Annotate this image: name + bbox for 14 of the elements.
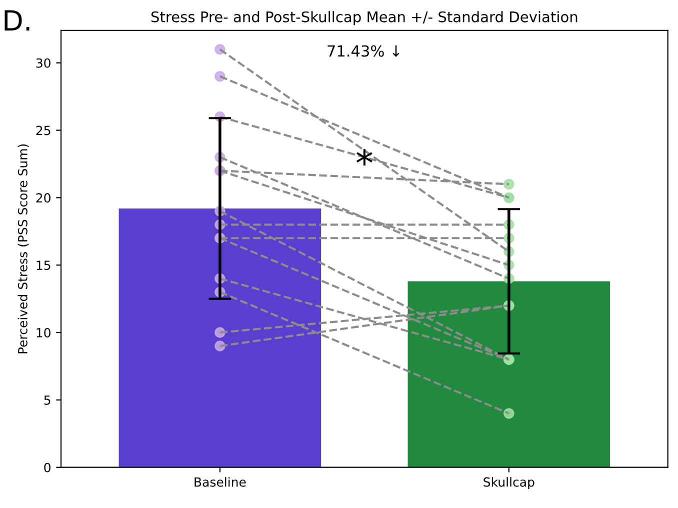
y-tick-label: 30 xyxy=(36,58,50,68)
y-tick-label: 5 xyxy=(44,396,50,405)
annotation: * xyxy=(356,149,372,166)
text: D. xyxy=(4,10,30,31)
y-tick-label: 10 xyxy=(36,328,50,338)
y-tick-label: 0 xyxy=(44,462,50,472)
x-tick-label: Baseline xyxy=(194,477,246,487)
y-tick-label: 15 xyxy=(36,260,50,270)
y-tick-label: 25 xyxy=(36,126,50,136)
x-tick-label: Skullcap xyxy=(484,477,534,490)
y-tick-label: 20 xyxy=(36,193,50,203)
annotation: 71.43% ↓ xyxy=(328,45,400,57)
y-axis-title: Perceived Stress (PSS Score Sum) xyxy=(18,144,29,354)
chart-title: Stress Pre- and Post-Skullcap Mean +/- Standard Deviation xyxy=(151,11,578,26)
